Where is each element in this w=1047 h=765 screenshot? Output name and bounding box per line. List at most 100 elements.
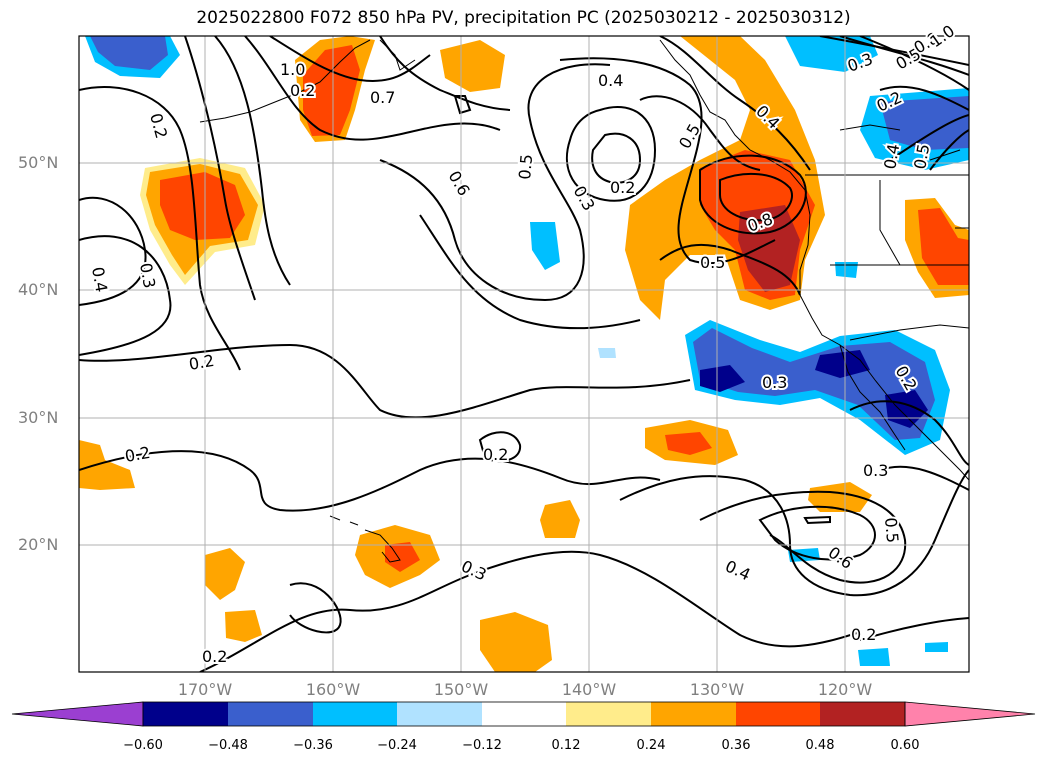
figure-title: 2025022800 F072 850 hPa PV, precipitatio… (196, 8, 851, 28)
contour-label: 0.3 (458, 556, 489, 584)
lon-label: 140°W (561, 680, 617, 699)
colorbar-tick: −0.24 (377, 738, 417, 753)
colorbar-segment (11, 701, 144, 727)
precip-negative-region (530, 222, 560, 270)
precip-negative-region (785, 36, 878, 72)
pv-contour-line (478, 431, 522, 463)
pv-contour-line (859, 617, 969, 641)
lat-label: 40°N (18, 280, 59, 299)
lon-label: 160°W (305, 680, 361, 699)
colorbar-segment (651, 702, 736, 726)
pv-contour-line (719, 172, 793, 222)
pv-contour-line (758, 505, 876, 561)
pv-contour-line (79, 343, 691, 419)
colorbar-segment (228, 702, 313, 726)
precip-positive-region (385, 542, 420, 572)
contour-label: 1.0 (280, 60, 305, 79)
colorbar-segment (566, 702, 651, 726)
border-line (879, 180, 901, 266)
pv-contour-line (214, 36, 291, 286)
lat-label: 50°N (18, 153, 59, 172)
precip-positive-region (480, 612, 552, 672)
contour-label: 0.7 (370, 88, 395, 107)
colorbar-segment (143, 702, 228, 726)
pv-contour-line (379, 63, 611, 302)
pv-contour-line (199, 550, 861, 672)
coastline (929, 149, 961, 161)
colorbar-segment (904, 701, 1036, 727)
colorbar-tick: −0.12 (462, 738, 502, 753)
pv-contour-line (559, 57, 776, 265)
lon-label: 130°W (689, 680, 745, 699)
pv-contour-line (565, 105, 657, 202)
contour-label: 0.3 (136, 261, 159, 289)
pv-contour-line (619, 469, 969, 597)
pv-contour-line (379, 36, 511, 111)
lon-label: 150°W (433, 680, 489, 699)
colorbar-segment (736, 702, 820, 726)
precip-negative-region (700, 365, 745, 392)
contour-label: 0.2 (146, 111, 171, 141)
contour-label: 0.3 (762, 373, 787, 392)
pv-contour-line (879, 465, 969, 491)
lon-label: 170°W (177, 680, 233, 699)
coastline (839, 344, 906, 451)
contour-label: 0.3 (863, 461, 888, 480)
pv-contour-line (803, 515, 831, 525)
precip-negative-region (598, 348, 616, 358)
pv-contour-line (184, 36, 256, 301)
contour-label: 0.2 (123, 443, 151, 466)
pv-contour-line (639, 95, 761, 171)
coastline (199, 39, 371, 123)
pv-contour-line (659, 243, 801, 296)
pv-contour-line (79, 235, 172, 356)
precip-positive-region (440, 40, 505, 92)
precip-positive-region (808, 482, 872, 512)
precip-negative-region (925, 642, 948, 652)
colorbar-tick: 0.24 (636, 738, 666, 753)
precip-positive-region (205, 548, 245, 600)
colorbar-segment (482, 702, 566, 726)
coastline (364, 529, 401, 563)
contour-label: 0.5 (515, 153, 536, 180)
colorbar-tick: 0.48 (805, 738, 835, 753)
precip-positive-region (79, 440, 135, 490)
contour-label: 0.6 (825, 543, 857, 573)
contour-label: 0.2 (187, 351, 215, 374)
precip-positive-region (918, 208, 969, 285)
colorbar (11, 701, 1036, 727)
pv-contour-line (419, 214, 641, 330)
colorbar-tick: −0.48 (208, 738, 248, 753)
contour-label: 0.2 (851, 625, 876, 644)
colorbar-segment (820, 702, 905, 726)
colorbar-segment (313, 702, 397, 726)
contour-label: 0.5 (881, 517, 902, 544)
precip-positive-region (665, 432, 712, 455)
colorbar-tick: 0.12 (551, 738, 581, 753)
colorbar-tick: 0.60 (890, 738, 920, 753)
contour-label: 0.2 (202, 647, 227, 666)
contour-label: 0.5 (700, 253, 725, 272)
pv-contour-line (659, 36, 811, 171)
precip-negative-region (693, 328, 935, 440)
pv-contour-line (929, 129, 969, 171)
contour-label: 0.2 (483, 445, 508, 464)
precip-negative-region (835, 262, 858, 278)
coastline (329, 515, 341, 521)
coastline (659, 39, 969, 481)
coastlines (199, 39, 969, 563)
pv-contour-line (591, 132, 642, 184)
border-line (849, 324, 969, 341)
contour-label: 0.4 (722, 556, 753, 584)
pv-contour-line (79, 196, 147, 306)
contour-label: 0.6 (445, 168, 474, 200)
coastline (839, 124, 901, 131)
pv-contours (79, 36, 969, 672)
map-frame (78, 35, 970, 673)
colorbar-tick: −0.36 (293, 738, 333, 753)
contour-label: 0.3 (570, 183, 599, 215)
pv-contour-line (289, 582, 342, 634)
contour-label: 0.5 (675, 120, 704, 152)
pv-contour-line (244, 36, 501, 141)
